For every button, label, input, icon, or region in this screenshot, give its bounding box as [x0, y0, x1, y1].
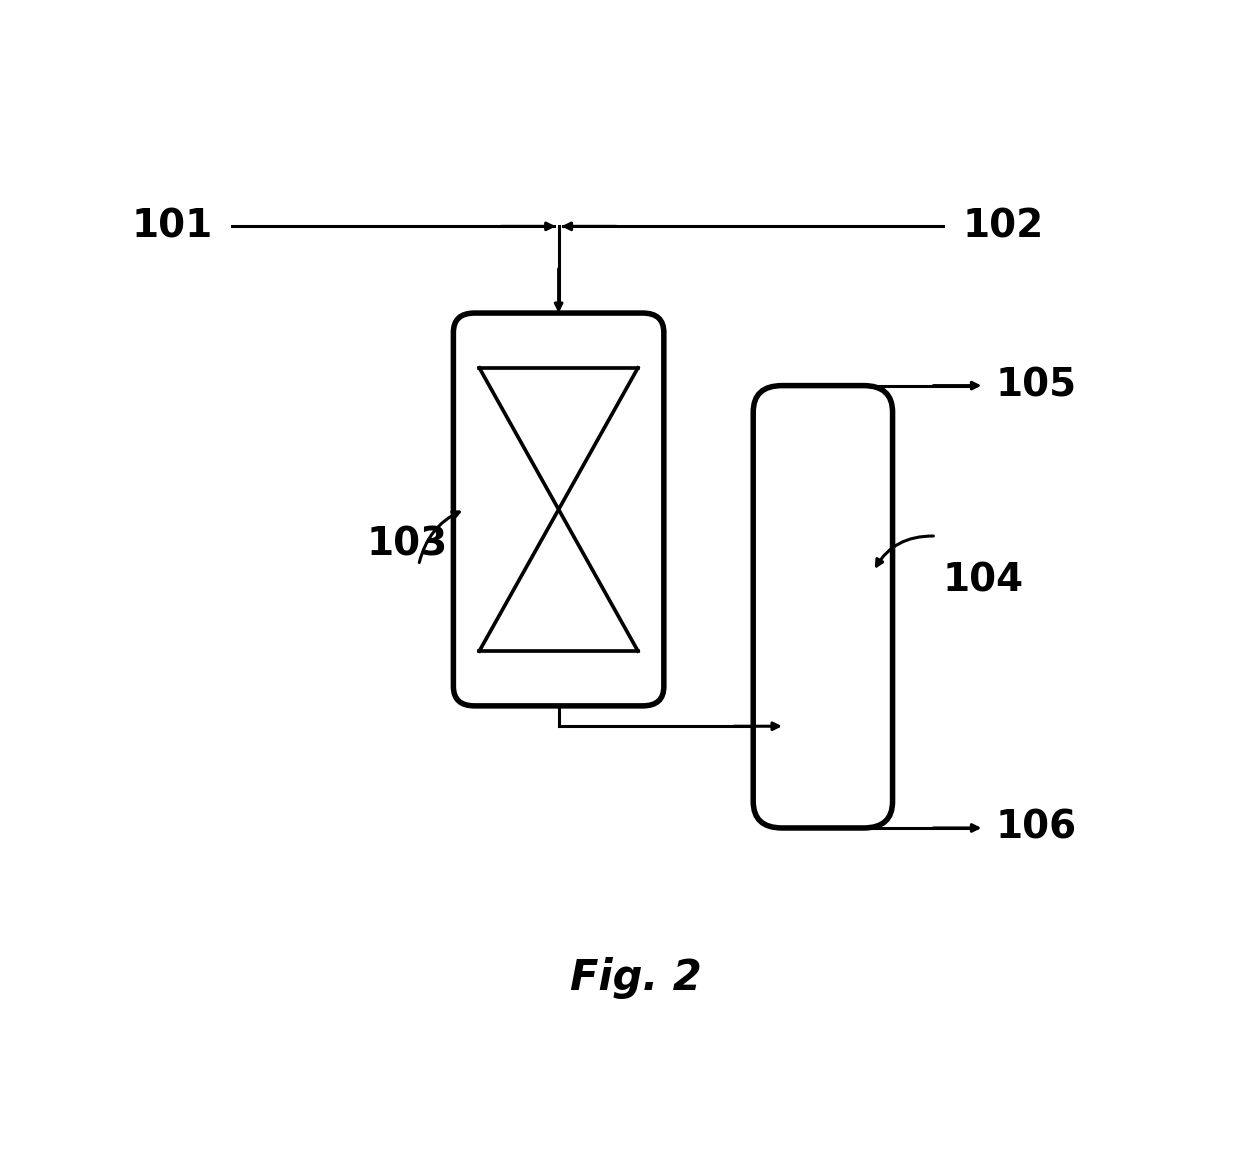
FancyBboxPatch shape — [454, 313, 663, 705]
FancyBboxPatch shape — [753, 386, 893, 828]
Text: 104: 104 — [942, 561, 1024, 600]
Text: 105: 105 — [996, 367, 1078, 404]
Text: 106: 106 — [996, 809, 1078, 847]
Text: 103: 103 — [367, 526, 448, 564]
Text: 101: 101 — [131, 207, 213, 246]
Text: 102: 102 — [962, 207, 1044, 246]
Text: Fig. 2: Fig. 2 — [569, 957, 702, 1000]
